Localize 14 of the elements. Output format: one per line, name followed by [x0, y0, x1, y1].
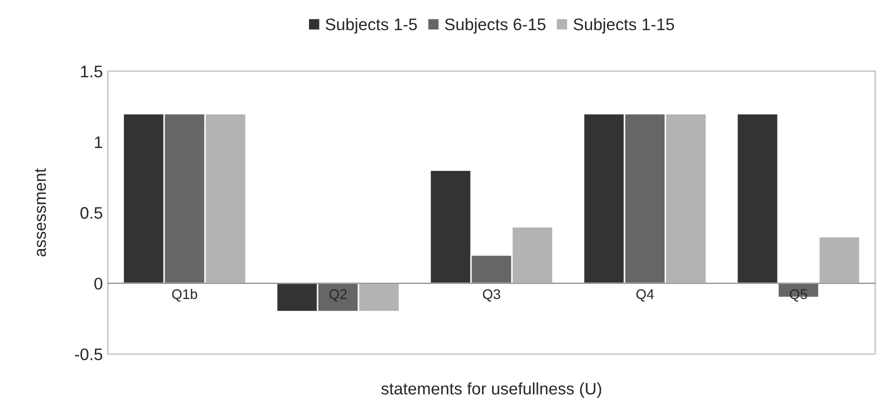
- y-tick-label: 0: [94, 278, 102, 290]
- y-tick-label: 1: [94, 136, 102, 148]
- x-tick-label: Q1b: [172, 288, 198, 302]
- y-tick-label: 1.5: [81, 66, 102, 78]
- y-axis-title: assessment: [35, 168, 46, 256]
- y-tick-label: 0.5: [80, 207, 102, 219]
- x-tick-label: Q4: [636, 289, 654, 302]
- legend-label: Subjects 6-15: [445, 18, 546, 34]
- x-axis-title: statements for usefullness (U): [381, 382, 602, 398]
- legend-label: Subjects 1-15: [574, 18, 674, 34]
- x-tick-label: Q3: [482, 289, 500, 302]
- x-tick-label: Q2: [329, 289, 347, 302]
- legend-label: Subjects 1-5: [326, 18, 417, 34]
- y-tick-label: -0.5: [75, 348, 102, 360]
